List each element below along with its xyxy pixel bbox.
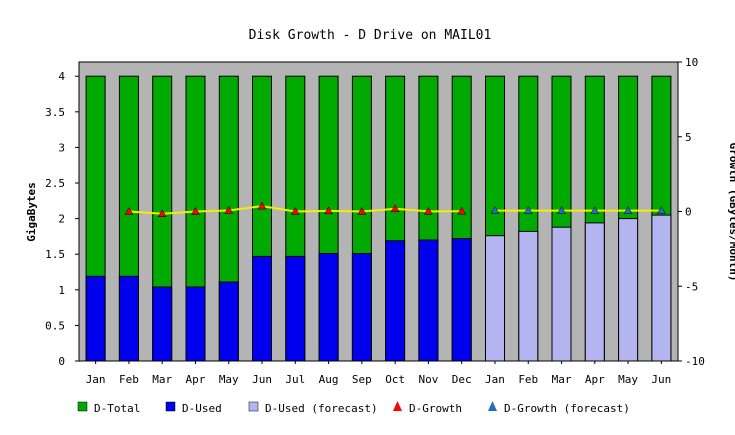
bar-d-used-2 <box>152 286 173 362</box>
bar-d-used-7 <box>318 253 339 362</box>
bar-d-used-9 <box>385 240 406 362</box>
y-tick-label-3: 1.5 <box>45 248 65 261</box>
legend-swatch-d-growth <box>393 401 402 411</box>
point-d-growth-forecast-17 <box>656 206 666 214</box>
y-tick-label-0: 0 <box>58 355 65 368</box>
bar-d-used-forecast-17 <box>651 214 672 362</box>
bar-d-used-forecast-14 <box>551 226 572 362</box>
x-tick-label-12: Jan <box>485 373 505 386</box>
bar-d-used-10 <box>418 239 439 362</box>
point-d-growth-9 <box>390 204 400 213</box>
point-d-growth-8 <box>357 206 367 215</box>
x-tick-label-2: Mar <box>152 373 172 386</box>
point-d-growth-forecast-14 <box>557 206 566 214</box>
y-tick-label-7: 3.5 <box>45 106 65 119</box>
bar-d-used-11 <box>451 238 472 362</box>
legend-label-d-growth: D-Growth <box>409 402 462 415</box>
legend-swatch-d-growth-forecast <box>488 401 497 411</box>
x-tick-label-13: Feb <box>518 373 538 386</box>
bar-d-used-8 <box>351 253 372 362</box>
point-d-growth-1 <box>124 206 134 215</box>
point-d-growth-4 <box>224 205 234 214</box>
x-tick-label-5: Jun <box>252 373 272 386</box>
lines-layer <box>124 201 666 217</box>
point-d-growth-7 <box>324 206 334 215</box>
axes-layer: 0 0.5 1 1.5 2 2.5 3 3.5 4 -10 -5 0 5 10 Jan Feb Mar Apr Ma… <box>45 56 705 386</box>
x-tick-label-3: Apr <box>186 373 206 386</box>
y-tick-label-6: 3 <box>58 141 65 154</box>
legend-label-d-used: D-Used <box>182 402 222 415</box>
x-tick-label-8: Sep <box>352 373 372 386</box>
y2-axis-label: Growth (GBytes/Month) <box>727 142 735 281</box>
y-tick-label-4: 2 <box>58 213 65 226</box>
bar-d-used-1 <box>118 275 139 362</box>
point-d-growth-forecast-16 <box>623 206 633 214</box>
y2-tick-label-0: -10 <box>685 355 705 368</box>
point-d-growth-3 <box>191 206 200 215</box>
bar-d-used-0 <box>85 275 106 362</box>
x-tick-label-17: Jun <box>651 373 671 386</box>
y-tick-label-1: 0.5 <box>45 319 65 332</box>
y-tick-label-2: 1 <box>58 284 65 297</box>
x-tick-label-9: Oct <box>385 373 405 386</box>
bar-d-used-forecast-13 <box>518 230 539 362</box>
bar-d-used-4 <box>218 281 239 362</box>
x-tick-label-1: Feb <box>119 373 139 386</box>
x-tick-label-0: Jan <box>86 373 106 386</box>
x-tick-label-16: May <box>618 373 638 386</box>
bar-d-used-forecast-16 <box>618 218 639 362</box>
x-tick-label-6: Jul <box>285 373 305 386</box>
x-tick-label-11: Dec <box>452 373 472 386</box>
legend-label-d-used-forecast: D-Used (forecast) <box>265 402 378 415</box>
y-axis-label: GigaBytes <box>25 182 38 242</box>
x-tick-label-15: Apr <box>585 373 605 386</box>
y2-tick-label-3: 5 <box>685 131 692 144</box>
chart-title: Disk Growth - D Drive on MAIL01 <box>249 28 492 43</box>
point-d-growth-forecast-12 <box>490 206 500 214</box>
point-d-growth-2 <box>157 209 167 217</box>
bars-layer <box>85 75 672 362</box>
x-tick-label-10: Nov <box>418 373 438 386</box>
x-tick-label-14: Mar <box>552 373 572 386</box>
x-tick-label-4: May <box>219 373 239 386</box>
point-d-growth-forecast-15 <box>590 206 600 214</box>
y-tick-label-8: 4 <box>58 70 65 83</box>
bar-d-used-3 <box>185 286 206 362</box>
legend-swatch-d-used <box>165 401 176 412</box>
y-tick-label-5: 2.5 <box>45 177 65 190</box>
point-d-growth-6 <box>290 206 300 215</box>
bar-d-used-forecast-12 <box>485 235 505 362</box>
point-d-growth-11 <box>457 206 467 215</box>
legend-label-d-growth-forecast: D-Growth (forecast) <box>504 402 630 415</box>
bar-d-used-5 <box>252 255 272 362</box>
point-d-growth-5 <box>257 201 267 210</box>
point-d-growth-forecast-13 <box>523 206 533 214</box>
x-tick-label-7: Aug <box>319 373 339 386</box>
legend-swatch-d-total <box>77 401 88 412</box>
y2-tick-label-2: 0 <box>685 206 692 219</box>
legend: D-Total D-Used D-Used (forecast) D-Growth D-… <box>77 401 630 415</box>
y2-tick-label-4: 10 <box>685 56 698 69</box>
y2-tick-label-1: -5 <box>685 280 698 293</box>
point-d-growth-10 <box>423 206 433 215</box>
legend-label-d-total: D-Total <box>94 402 140 415</box>
bar-d-used-6 <box>285 255 306 362</box>
legend-swatch-d-used-forecast <box>248 401 259 412</box>
bar-d-used-forecast-15 <box>584 222 605 362</box>
